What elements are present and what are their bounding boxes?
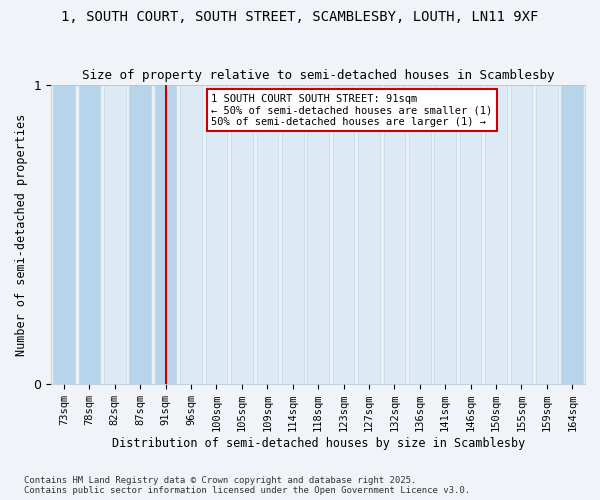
Bar (333, 84, 355, 384)
Text: 1, SOUTH COURT, SOUTH STREET, SCAMBLESBY, LOUTH, LN11 9XF: 1, SOUTH COURT, SOUTH STREET, SCAMBLESBY… (61, 10, 539, 24)
Bar (104, 84, 125, 384)
Bar (460, 84, 481, 384)
Bar (511, 84, 532, 384)
Bar (409, 84, 431, 384)
Bar (79, 84, 100, 384)
Bar (562, 84, 583, 384)
Bar (383, 84, 405, 384)
Bar (434, 84, 456, 384)
Bar (536, 84, 557, 384)
Bar (485, 84, 507, 384)
Y-axis label: Number of semi-detached properties: Number of semi-detached properties (15, 114, 28, 356)
Text: 1 SOUTH COURT SOUTH STREET: 91sqm
← 50% of semi-detached houses are smaller (1)
: 1 SOUTH COURT SOUTH STREET: 91sqm ← 50% … (211, 94, 493, 126)
Title: Size of property relative to semi-detached houses in Scamblesby: Size of property relative to semi-detach… (82, 69, 554, 82)
Text: Contains HM Land Registry data © Crown copyright and database right 2025.
Contai: Contains HM Land Registry data © Crown c… (24, 476, 470, 495)
Bar (231, 84, 253, 384)
Bar (282, 84, 304, 384)
Bar (307, 84, 329, 384)
Bar (257, 84, 278, 384)
Bar (130, 84, 151, 384)
Bar (155, 84, 176, 384)
Bar (358, 84, 380, 384)
Bar (180, 84, 202, 384)
Bar (206, 84, 227, 384)
X-axis label: Distribution of semi-detached houses by size in Scamblesby: Distribution of semi-detached houses by … (112, 437, 525, 450)
Bar (53, 84, 75, 384)
